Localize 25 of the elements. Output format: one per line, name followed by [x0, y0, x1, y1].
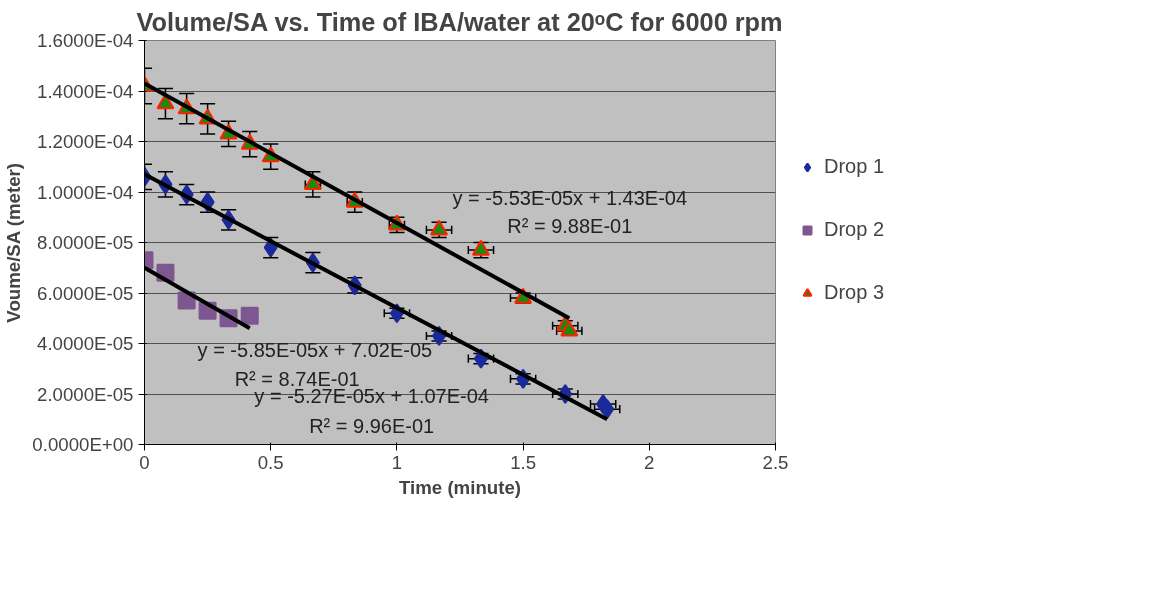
- x-tick-label: 2: [644, 451, 655, 473]
- x-tick-label: 1: [391, 451, 403, 473]
- annotation: y = -5.85E-05x + 7.02E-05: [197, 339, 433, 362]
- y-tick-label: 1.0000E-04: [37, 181, 134, 203]
- legend-label: Drop 2: [824, 218, 885, 241]
- x-tick-label: 0: [139, 451, 150, 473]
- x-tick-label: 0.5: [257, 451, 284, 473]
- annotation: y = -5.53E-05x + 1.43E-04: [452, 186, 688, 209]
- x-tick-label: 1.5: [510, 451, 537, 473]
- y-tick-label: 1.4000E-04: [37, 80, 134, 102]
- legend-label: Drop 1: [824, 155, 885, 178]
- y-tick-label: 1.2000E-04: [37, 131, 134, 152]
- annotation: R² = 9.96E-01: [309, 414, 435, 437]
- y-tick-label: 2.0000E-05: [37, 383, 134, 405]
- x-axis-title: Time (minute): [399, 476, 521, 498]
- y-tick-label: 1.6000E-04: [37, 30, 134, 51]
- chart-title: Volume/SA vs. Time of IBA/water at 20ᵒC for 6000 rpm: [136, 7, 783, 36]
- y-tick-label: 8.0000E-05: [37, 232, 134, 253]
- x-tick-label: 2.5: [762, 451, 789, 473]
- y-tick-label: 4.0000E-05: [37, 333, 134, 354]
- y-tick-label: 6.0000E-05: [37, 282, 134, 304]
- annotation: R² = 9.88E-01: [507, 215, 633, 238]
- y-axis-title: Voume/SA (meter): [3, 163, 25, 323]
- y-tick-label: 0.0000E+00: [32, 434, 134, 455]
- legend-label: Drop 3: [824, 281, 885, 304]
